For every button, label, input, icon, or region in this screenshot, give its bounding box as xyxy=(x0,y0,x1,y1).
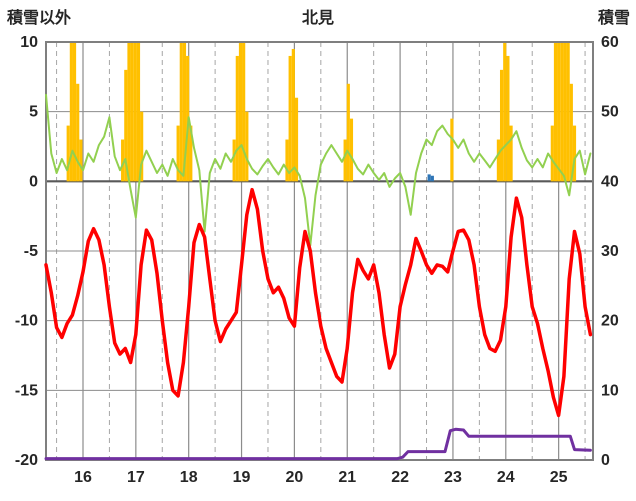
svg-text:18: 18 xyxy=(180,469,198,486)
svg-text:20: 20 xyxy=(601,313,619,330)
svg-text:25: 25 xyxy=(550,469,568,486)
svg-text:21: 21 xyxy=(338,469,356,486)
svg-text:10: 10 xyxy=(601,382,619,399)
svg-text:-5: -5 xyxy=(24,243,38,260)
svg-text:16: 16 xyxy=(74,469,92,486)
chart-title: 北見 xyxy=(301,10,334,27)
svg-text:30: 30 xyxy=(601,243,619,260)
svg-text:20: 20 xyxy=(285,469,303,486)
svg-text:5: 5 xyxy=(29,104,38,121)
svg-text:24: 24 xyxy=(497,469,515,486)
svg-text:60: 60 xyxy=(601,34,619,51)
svg-text:0: 0 xyxy=(601,452,610,469)
svg-text:-20: -20 xyxy=(15,452,38,469)
svg-text:-10: -10 xyxy=(15,313,38,330)
left-axis-title: 積雪以外 xyxy=(7,10,72,27)
svg-text:40: 40 xyxy=(601,173,619,190)
right-axis-title: 積雪 xyxy=(597,10,630,27)
svg-text:10: 10 xyxy=(20,34,38,51)
svg-text:19: 19 xyxy=(233,469,251,486)
svg-text:0: 0 xyxy=(29,173,38,190)
svg-text:22: 22 xyxy=(391,469,409,486)
svg-text:-15: -15 xyxy=(15,382,38,399)
svg-text:17: 17 xyxy=(127,469,145,486)
svg-text:23: 23 xyxy=(444,469,462,486)
svg-text:50: 50 xyxy=(601,104,619,121)
